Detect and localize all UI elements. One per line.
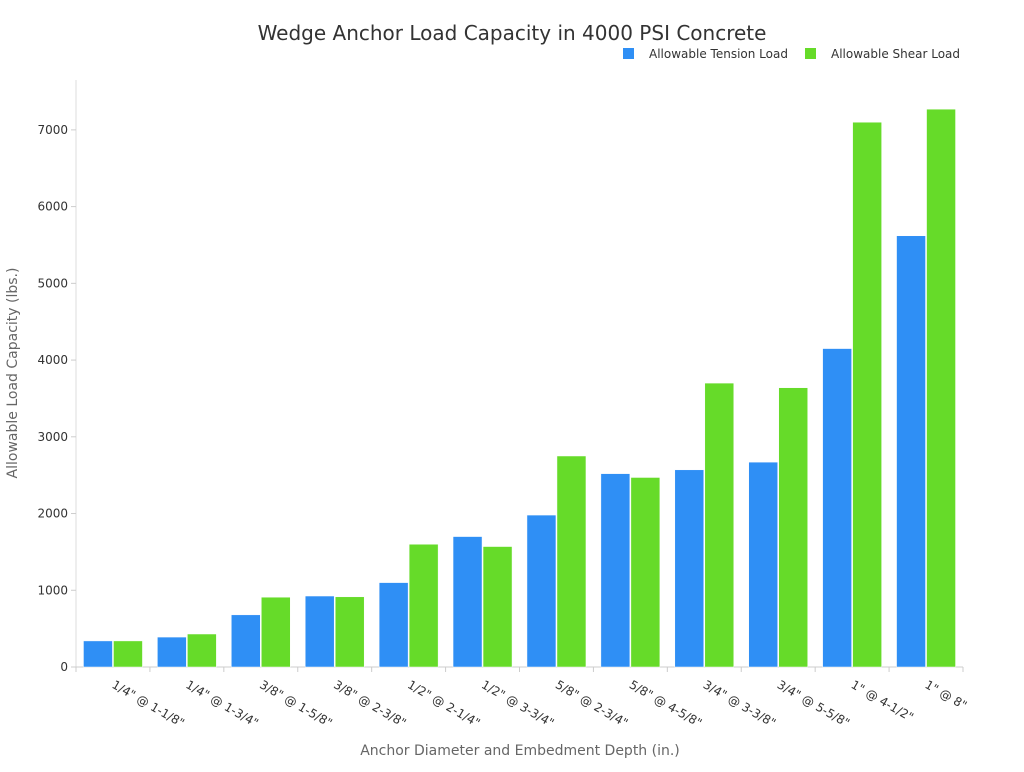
bar-shear [778,387,808,668]
x-tick-label: 3/4" @ 5-5/8" [775,677,852,730]
y-tick-label: 7000 [37,123,68,137]
legend-swatch-tension [623,48,634,59]
x-tick-label: 5/8" @ 4-5/8" [627,677,704,730]
y-tick-label: 2000 [37,507,68,521]
x-tick-label: 1" @ 4-1/2" [849,677,916,724]
bar-tension [526,514,557,668]
x-axis-label: Anchor Diameter and Embedment Depth (in.… [360,743,680,759]
x-tick-label: 3/4" @ 3-3/8" [701,677,778,730]
bar-shear [630,477,661,668]
legend-label-shear: Allowable Shear Load [831,47,960,61]
y-tick-label: 0 [60,660,68,674]
bar-tension [83,640,113,668]
y-tick-label: 5000 [37,276,68,290]
bar-shear [261,596,291,668]
x-tick-label: 1" @ 8" [923,677,970,712]
x-tick-label: 1/2" @ 3-3/4" [479,677,556,730]
bar-tension [674,469,705,668]
bar-shear [187,633,217,668]
legend-label-tension: Allowable Tension Load [649,47,788,61]
bar-tension [304,595,335,668]
x-tick-label: 1/4" @ 1-1/8" [109,677,186,730]
y-tick-label: 6000 [37,200,68,214]
chart-title: Wedge Anchor Load Capacity in 4000 PSI C… [258,21,767,45]
y-tick-label: 4000 [37,353,68,367]
bar-tension [378,582,409,668]
bar-tension [748,461,778,668]
bar-tension [822,348,852,668]
bar-shear [704,382,735,668]
legend: Allowable Tension Load Allowable Shear L… [623,47,960,61]
bar-tension [600,473,631,668]
legend-swatch-shear [805,48,816,59]
bar-tension [231,614,261,668]
bar-tension [157,636,187,668]
bar-shear [408,543,439,668]
x-tick-label: 1/4" @ 1-3/4" [183,677,260,730]
x-tick-label: 3/8" @ 1-5/8" [257,677,334,730]
bar-tension [452,536,483,668]
y-tick-label: 1000 [37,583,68,597]
bar-shear [556,455,587,668]
bar-shear [926,108,956,668]
bar-shear [852,121,882,668]
x-tick-label: 3/8" @ 2-3/8" [331,677,408,730]
y-tick-label: 3000 [37,430,68,444]
bar-tension [896,235,926,668]
x-tick-label: 5/8" @ 2-3/4" [553,677,630,730]
x-tick-label: 1/2" @ 2-1/4" [405,677,482,730]
bar-shear [334,596,365,668]
y-axis-label: Allowable Load Capacity (lbs.) [5,268,21,479]
bar-shear [113,640,143,668]
bar-shear [482,546,513,668]
